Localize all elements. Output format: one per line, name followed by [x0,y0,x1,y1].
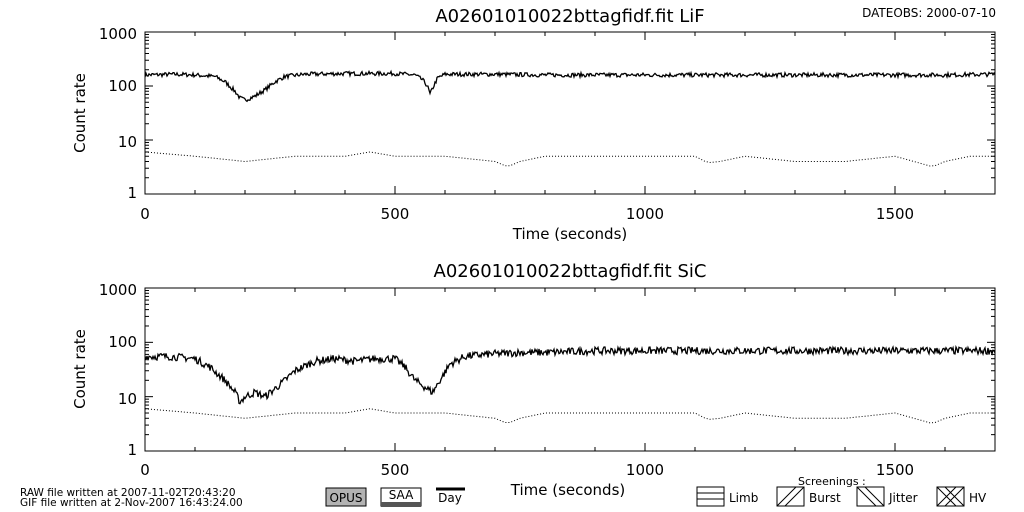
screenings-legend: Screenings : Limb Burst Jitter HV [696,475,987,507]
xtick-label: 500 [381,461,410,479]
ytick-label: 1 [127,184,137,202]
ytick-label: 10 [118,390,137,408]
jitter-swatch [856,486,885,507]
screenings-title: Screenings : [798,475,866,488]
limb-swatch [696,486,725,507]
raw-file-info: RAW file written at 2007-11-02T20:43:20 [20,487,236,499]
jitter-hatch [856,486,877,507]
burst-hatch [776,486,797,507]
screening-label: Jitter [888,491,918,505]
burst-hatch [784,486,805,507]
series-line-count-rate [145,69,995,103]
axis-ticks [144,287,996,452]
hv-hatch [936,486,957,507]
series-line-background [145,408,995,424]
saa-bar [381,502,421,507]
burst-swatch [776,486,805,507]
xtick-label: 1000 [626,205,664,223]
y-axis-label: Count rate [71,329,89,409]
screening-label: Burst [809,491,841,505]
screening-label: HV [969,491,987,505]
opus-label: OPUS [329,491,362,505]
ytick-label: 10 [118,133,137,151]
xtick-label: 0 [140,461,150,479]
series-line-background [145,151,995,167]
x-axis-label: Time (seconds) [510,481,626,499]
xtick-label: 500 [381,205,410,223]
opus-swatch [325,487,367,507]
plot-frame [144,31,996,195]
panel-sic: A02601010022bttagfidf.fit SiC 1 10 100 1… [71,261,996,499]
xtick-label: 1500 [876,205,914,223]
hv-hatch [944,486,965,507]
jitter-hatch [864,486,885,507]
ytick-label: 1000 [99,25,137,43]
panel-title: A02601010022bttagfidf.fit LiF [435,6,704,27]
xtick-label: 1000 [626,461,664,479]
y-axis-label: Count rate [71,73,89,153]
xtick-label: 0 [140,205,150,223]
series-line-count-rate [145,344,995,405]
plot-frame [144,287,996,452]
panel-lif: A02601010022bttagfidf.fit LiF 1 10 100 1… [71,6,996,243]
hv-swatch [936,486,965,507]
status-legend: OPUS SAA Day [325,487,465,507]
xtick-label: 1500 [876,461,914,479]
axis-ticks [144,31,996,195]
panel-title: A02601010022bttagfidf.fit SiC [434,261,707,282]
day-label: Day [438,491,462,505]
saa-label: SAA [389,488,414,502]
dateobs-label: DATEOBS: 2000-07-10 [862,6,996,20]
ytick-label: 100 [108,77,137,95]
gif-file-info: GIF file written at 2-Nov-2007 16:43:24.… [20,497,243,509]
screening-label: Limb [729,491,758,505]
x-axis-label: Time (seconds) [512,225,628,243]
ytick-label: 100 [108,333,137,351]
ytick-label: 1000 [99,281,137,299]
ytick-label: 1 [127,441,137,459]
